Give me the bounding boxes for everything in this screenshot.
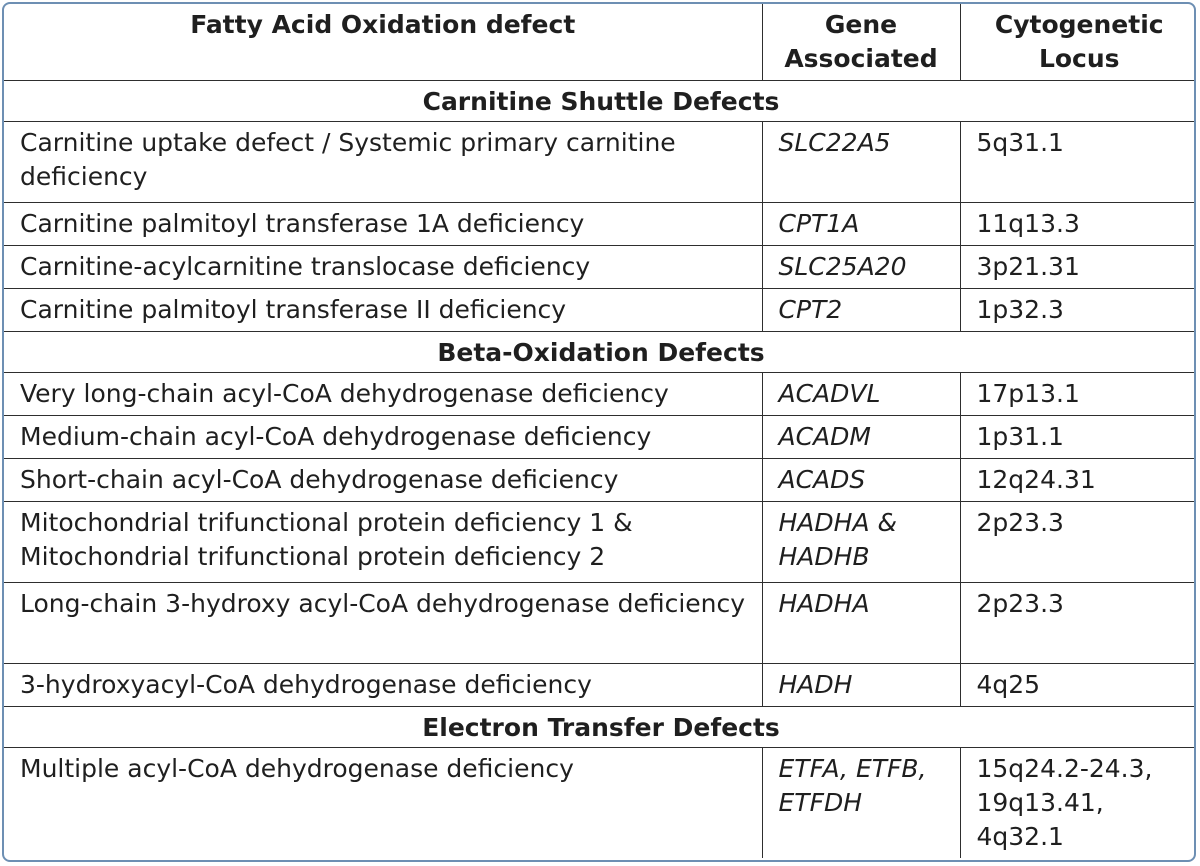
table-row: Carnitine palmitoyl transferase II defic… xyxy=(4,287,1194,332)
gene-cell: ACADM xyxy=(761,414,961,459)
locus-cell: 12q24.31 xyxy=(959,457,1194,502)
section-row-electron-transfer: Electron Transfer Defects xyxy=(4,705,1194,748)
header-gene: Gene Associated xyxy=(761,4,961,81)
table-row: Medium-chain acyl-CoA dehydrogenase defi… xyxy=(4,414,1194,459)
defect-cell: Mitochondrial trifunctional protein defi… xyxy=(4,500,763,583)
defect-cell: Carnitine palmitoyl transferase II defic… xyxy=(4,287,763,332)
defect-cell: Carnitine-acylcarnitine translocase defi… xyxy=(4,244,763,289)
defect-cell: Carnitine uptake defect / Systemic prima… xyxy=(4,120,763,203)
gene-cell: SLC25A20 xyxy=(761,244,961,289)
locus-cell: 1p32.3 xyxy=(959,287,1194,332)
locus-cell: 5q31.1 xyxy=(959,120,1194,203)
gene-cell: SLC22A5 xyxy=(761,120,961,203)
table-row: Very long-chain acyl-CoA dehydrogenase d… xyxy=(4,371,1194,416)
locus-cell: 2p23.3 xyxy=(959,581,1194,664)
table-row: Short-chain acyl-CoA dehydrogenase defic… xyxy=(4,457,1194,502)
section-row-beta-oxidation: Beta-Oxidation Defects xyxy=(4,330,1194,373)
defect-cell: Carnitine palmitoyl transferase 1A defic… xyxy=(4,201,763,246)
locus-cell: 11q13.3 xyxy=(959,201,1194,246)
locus-cell: 4q25 xyxy=(959,662,1194,707)
header-row: Fatty Acid Oxidation defect Gene Associa… xyxy=(4,4,1194,81)
table-row: Mitochondrial trifunctional protein defi… xyxy=(4,500,1194,583)
locus-cell: 3p21.31 xyxy=(959,244,1194,289)
gene-cell: CPT2 xyxy=(761,287,961,332)
gene-cell: ACADS xyxy=(761,457,961,502)
table-row: Multiple acyl-CoA dehydrogenase deficien… xyxy=(4,746,1194,858)
header-defect: Fatty Acid Oxidation defect xyxy=(4,4,763,81)
defect-cell: Medium-chain acyl-CoA dehydrogenase defi… xyxy=(4,414,763,459)
table-row: Carnitine palmitoyl transferase 1A defic… xyxy=(4,201,1194,246)
gene-cell: HADHA & HADHB xyxy=(761,500,961,583)
locus-cell: 15q24.2-24.3, 19q13.41, 4q32.1 xyxy=(959,746,1194,858)
section-title: Carnitine Shuttle Defects xyxy=(4,79,1194,122)
defect-cell: 3-hydroxyacyl-CoA dehydrogenase deficien… xyxy=(4,662,763,707)
defect-cell: Short-chain acyl-CoA dehydrogenase defic… xyxy=(4,457,763,502)
defect-cell: Long-chain 3-hydroxy acyl-CoA dehydrogen… xyxy=(4,581,763,664)
gene-cell: HADH xyxy=(761,662,961,707)
gene-cell: CPT1A xyxy=(761,201,961,246)
table-row: Long-chain 3-hydroxy acyl-CoA dehydrogen… xyxy=(4,581,1194,664)
header-locus: Cytogenetic Locus xyxy=(959,4,1194,81)
gene-cell: ETFA, ETFB, ETFDH xyxy=(761,746,961,858)
gene-cell: ACADVL xyxy=(761,371,961,416)
table-row: 3-hydroxyacyl-CoA dehydrogenase deficien… xyxy=(4,662,1194,707)
locus-cell: 1p31.1 xyxy=(959,414,1194,459)
section-title: Electron Transfer Defects xyxy=(4,705,1194,748)
defect-cell: Multiple acyl-CoA dehydrogenase deficien… xyxy=(4,746,763,858)
section-title: Beta-Oxidation Defects xyxy=(4,330,1194,373)
section-row-carnitine-shuttle: Carnitine Shuttle Defects xyxy=(4,79,1194,122)
locus-cell: 2p23.3 xyxy=(959,500,1194,583)
table-row: Carnitine uptake defect / Systemic prima… xyxy=(4,120,1194,203)
defect-cell: Very long-chain acyl-CoA dehydrogenase d… xyxy=(4,371,763,416)
fatty-acid-oxidation-table: Fatty Acid Oxidation defect Gene Associa… xyxy=(4,4,1194,858)
locus-cell: 17p13.1 xyxy=(959,371,1194,416)
table-row: Carnitine-acylcarnitine translocase defi… xyxy=(4,244,1194,289)
gene-cell: HADHA xyxy=(761,581,961,664)
